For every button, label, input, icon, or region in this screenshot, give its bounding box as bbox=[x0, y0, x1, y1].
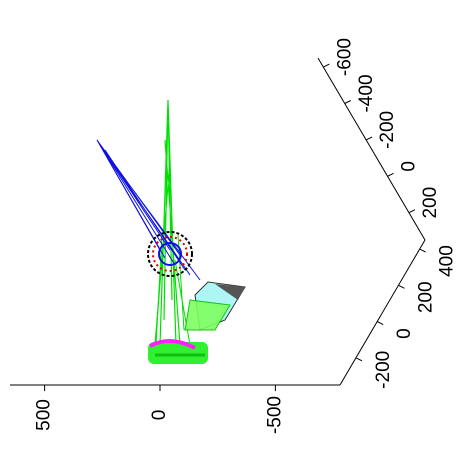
tick-label: 200 bbox=[420, 187, 441, 219]
tick-mark bbox=[365, 136, 373, 141]
tick-mark bbox=[408, 209, 416, 214]
tick-label: 400 bbox=[437, 245, 458, 277]
tick-mark bbox=[355, 357, 363, 362]
tick-mark bbox=[398, 284, 405, 289]
tick-mark bbox=[323, 63, 330, 68]
tick-label: 200 bbox=[415, 281, 436, 313]
tick-label: -200 bbox=[373, 351, 394, 389]
tick-label: -200 bbox=[377, 111, 398, 149]
axes bbox=[10, 57, 426, 386]
tick-mark bbox=[376, 321, 384, 326]
y-axis-line bbox=[339, 239, 426, 386]
tick-mark bbox=[344, 100, 351, 104]
tick-label: 500 bbox=[34, 399, 55, 431]
tick-mark bbox=[387, 172, 394, 177]
tick-label: 0 bbox=[149, 410, 170, 421]
tick-mark bbox=[419, 248, 426, 253]
z-axis-line bbox=[317, 57, 426, 241]
tick-label: -500 bbox=[264, 396, 285, 434]
tick-label: -400 bbox=[356, 74, 377, 112]
tick-label: 0 bbox=[399, 161, 420, 172]
plot-geometry bbox=[96, 99, 246, 364]
tick-label: 0 bbox=[394, 328, 415, 339]
tick-label: -600 bbox=[334, 38, 355, 76]
